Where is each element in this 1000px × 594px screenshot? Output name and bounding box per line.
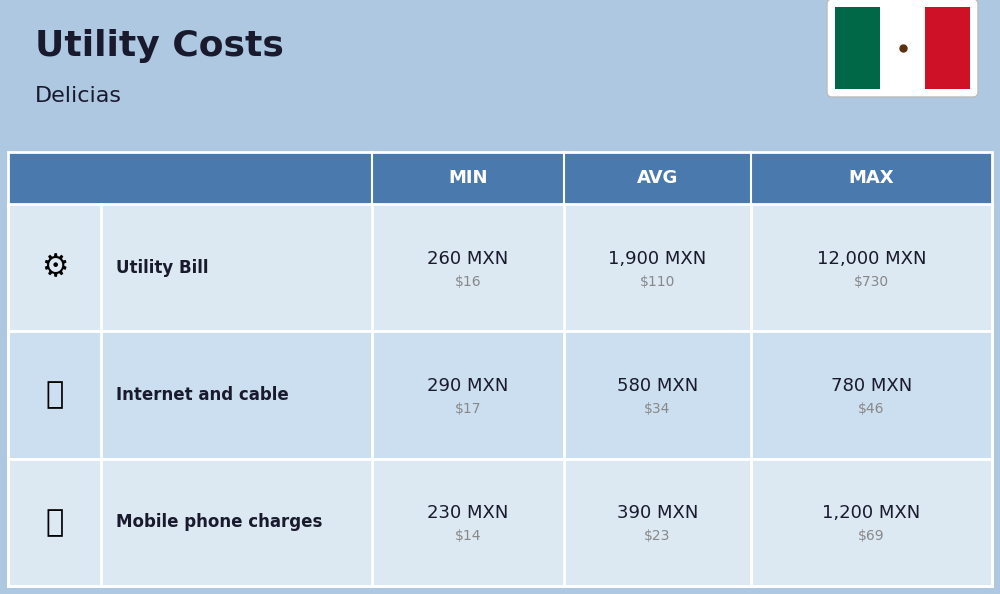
Text: $69: $69 [858,529,885,544]
Text: $23: $23 [644,529,671,544]
Text: 📶: 📶 [46,381,64,409]
Text: $14: $14 [455,529,481,544]
Text: 260 MXN: 260 MXN [427,249,509,268]
Bar [8,204,992,331]
FancyBboxPatch shape [827,0,978,97]
Text: 230 MXN: 230 MXN [427,504,509,522]
Text: $17: $17 [455,402,481,416]
Text: $34: $34 [644,402,671,416]
Text: ⚙: ⚙ [41,253,68,282]
Text: MAX: MAX [849,169,894,187]
Text: Utility Bill: Utility Bill [116,258,209,277]
Text: Internet and cable: Internet and cable [116,386,289,404]
Bar [8,459,992,586]
Text: $16: $16 [455,274,481,289]
Text: $730: $730 [854,274,889,289]
Bar [835,7,880,89]
Text: Mobile phone charges: Mobile phone charges [116,513,323,532]
Bar [8,152,992,586]
Bar [880,7,925,89]
Text: 390 MXN: 390 MXN [617,504,698,522]
Text: 12,000 MXN: 12,000 MXN [817,249,926,268]
Text: Utility Costs: Utility Costs [35,29,284,63]
Text: 290 MXN: 290 MXN [427,377,509,395]
Text: $110: $110 [640,274,675,289]
Text: 📱: 📱 [46,508,64,537]
Bar [8,331,992,459]
Text: MIN: MIN [448,169,488,187]
Text: 580 MXN: 580 MXN [617,377,698,395]
Text: $46: $46 [858,402,885,416]
Bar [925,7,970,89]
Text: AVG: AVG [637,169,678,187]
Text: 1,900 MXN: 1,900 MXN [608,249,707,268]
Text: 780 MXN: 780 MXN [831,377,912,395]
Text: 1,200 MXN: 1,200 MXN [822,504,921,522]
Text: Delicias: Delicias [35,86,122,106]
Bar [8,152,992,204]
